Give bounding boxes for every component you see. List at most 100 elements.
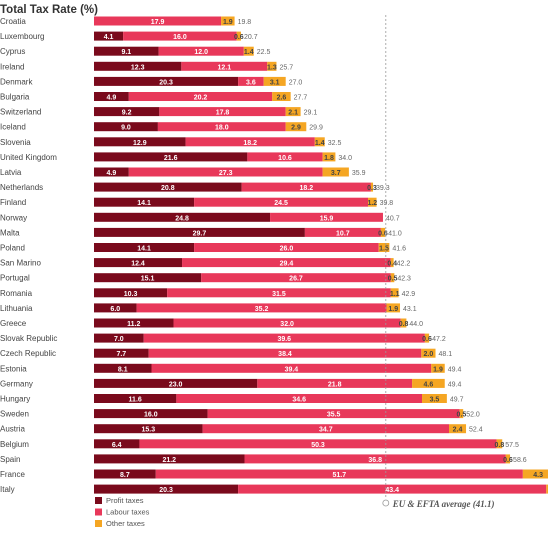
- value-label: 32.0: [280, 321, 294, 328]
- value-label: 8.1: [118, 366, 128, 373]
- value-label: 0.8: [495, 442, 505, 449]
- value-label: 2.1: [288, 110, 298, 117]
- country-label: Italy: [0, 485, 15, 494]
- value-label: 3.6: [246, 79, 256, 86]
- country-label: Ireland: [0, 62, 24, 71]
- value-label: 18.2: [299, 185, 313, 192]
- bar-segment-other: [236, 31, 241, 41]
- country-row: San Marino 12.4 29.4 0.4 42.2: [0, 258, 410, 268]
- value-label: 16.0: [144, 412, 158, 419]
- value-label: 0.8: [399, 321, 409, 328]
- value-label: 10.3: [124, 291, 138, 298]
- bar-segment-other: [221, 16, 235, 26]
- country-label: Sweden: [0, 410, 29, 419]
- bar-segment-profit: [94, 122, 158, 132]
- country-row: Netherlands 20.8 18.2 0.3 39.3: [0, 182, 390, 192]
- bar-segment-labour: [238, 484, 547, 494]
- value-label: 39.4: [285, 366, 299, 373]
- bar-segment-other: [378, 243, 390, 252]
- value-label: 12.9: [133, 140, 147, 147]
- bar-segment-other: [243, 46, 254, 56]
- value-label: 34.7: [319, 427, 333, 434]
- bar-segment-labour: [143, 333, 425, 343]
- value-label: 43.4: [385, 487, 399, 494]
- bar-segment-labour: [157, 122, 286, 132]
- bar-segment-other: [496, 439, 503, 449]
- bar-segment-profit: [94, 363, 152, 373]
- bar-segment-profit: [94, 212, 271, 222]
- legend-swatch: [95, 520, 102, 527]
- value-label: 2.4: [453, 427, 463, 434]
- bar-segment-profit: [94, 197, 195, 207]
- country-row: Norway 24.8 15.9 40.7: [0, 212, 400, 222]
- value-label: 7.7: [116, 351, 126, 358]
- bar-segment-labour: [202, 424, 449, 434]
- bar-segment-other: [386, 303, 401, 313]
- country-label: Bulgaria: [0, 93, 30, 102]
- value-label: 1.4: [244, 49, 254, 56]
- total-label: 58.6: [513, 457, 527, 464]
- legend-label: Other taxes: [106, 519, 145, 528]
- value-label: 16.0: [173, 34, 187, 41]
- bar-segment-other: [370, 182, 374, 192]
- value-label: 18.0: [215, 125, 229, 132]
- country-label: Slovenia: [0, 138, 31, 147]
- value-label: 21.6: [164, 155, 178, 162]
- country-row: Estonia 8.1 39.4 1.9 49.4: [0, 363, 462, 373]
- value-label: 0.5: [457, 412, 467, 419]
- country-row: Iceland 9.0 18.0 2.9 29.9: [0, 122, 323, 132]
- value-label: 0.6: [503, 457, 513, 464]
- bar-segment-labour: [270, 212, 383, 222]
- country-label: Lithuania: [0, 304, 33, 313]
- value-label: 1.8: [324, 155, 334, 162]
- value-label: 6.4: [112, 442, 122, 449]
- total-label: 29.9: [309, 125, 323, 132]
- total-label: 49.4: [448, 381, 462, 388]
- value-label: 11.6: [129, 397, 142, 404]
- bar-segment-profit: [94, 92, 129, 101]
- value-label: 1.3: [267, 64, 277, 71]
- legend: Profit taxes Labour taxes Other taxes: [95, 496, 150, 528]
- country-row: Slovak Republic 7.0 39.6 0.6 47.2: [0, 333, 446, 343]
- bar-segment-other: [424, 333, 430, 343]
- country-row: Belgium 6.4 50.3 0.8 57.5: [0, 439, 519, 449]
- country-row: Switzerland 9.2 17.8 2.1 29.1: [0, 107, 317, 117]
- bar-segment-labour: [182, 258, 391, 268]
- bar-segment-labour: [201, 273, 391, 283]
- value-label: 4.3: [533, 472, 543, 479]
- value-label: 0.6: [422, 336, 432, 343]
- country-label: Malta: [0, 228, 20, 237]
- value-label: 15.3: [142, 427, 156, 434]
- country-label: Belgium: [0, 440, 29, 449]
- country-label: Estonia: [0, 364, 27, 373]
- value-label: 10.7: [336, 230, 350, 237]
- value-label: 3.5: [430, 397, 440, 404]
- total-label: 47.2: [432, 336, 446, 343]
- country-label: Iceland: [0, 123, 26, 132]
- bar-segment-labour: [148, 348, 422, 358]
- country-label: Netherlands: [0, 183, 43, 192]
- bar-segment-labour: [158, 46, 244, 56]
- value-label: 39.6: [277, 336, 291, 343]
- bar-segment-profit: [94, 167, 129, 177]
- bar-segment-other: [459, 409, 464, 419]
- country-row: Slovenia 12.9 18.2 1.4 32.5: [0, 137, 341, 147]
- bar-segment-other: [322, 152, 336, 162]
- country-row: Malta 29.7 10.7 0.6 41.0: [0, 227, 402, 237]
- bar-segment-labour: [304, 227, 381, 237]
- total-label: 39.3: [376, 185, 390, 192]
- value-label: 26.0: [280, 246, 294, 253]
- bar-segment-profit: [94, 454, 245, 464]
- country-row: Czech Republic 7.7 38.4 2.0 48.1: [0, 348, 452, 358]
- value-label: 17.8: [216, 110, 230, 117]
- total-label: 49.4: [448, 366, 462, 373]
- value-label: 23.0: [169, 381, 183, 388]
- country-row: Germany 23.0 21.8 4.6 49.4: [0, 378, 462, 388]
- total-label: 25.7: [279, 64, 293, 71]
- value-label: 1.9: [223, 19, 233, 26]
- value-label: 21.8: [328, 381, 342, 388]
- value-label: 9.0: [121, 125, 131, 132]
- total-label: 27.0: [289, 79, 303, 86]
- value-label: 20.3: [159, 487, 173, 494]
- country-label: Luxembourg: [0, 32, 44, 41]
